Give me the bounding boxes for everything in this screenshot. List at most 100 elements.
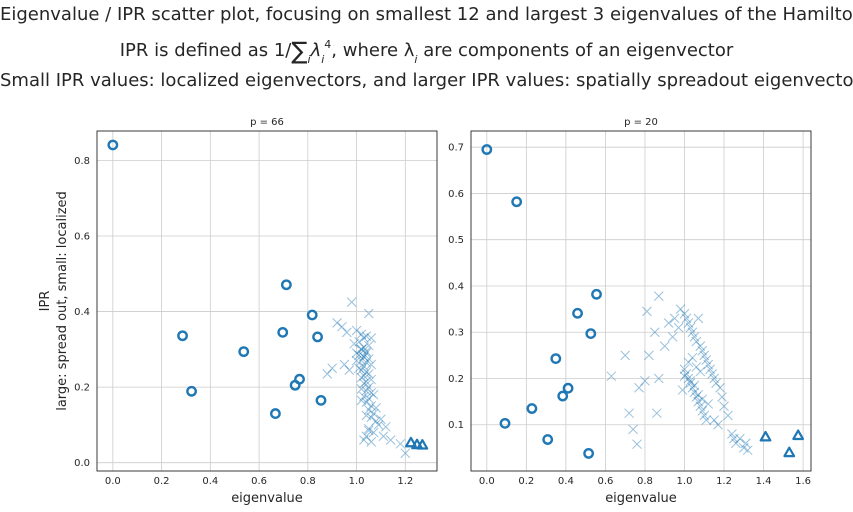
- x-marker-point: [363, 353, 374, 364]
- x-marker-stroke: [356, 344, 367, 355]
- x-marker-stroke: [681, 313, 692, 324]
- x-marker-stroke: [359, 378, 369, 389]
- circle-marker-point: [591, 288, 602, 300]
- x-marker-stroke: [703, 399, 714, 409]
- x-marker-stroke: [363, 369, 374, 379]
- x-marker-stroke: [373, 420, 384, 430]
- x-marker-stroke: [685, 378, 696, 388]
- x-tick-label: 0.6: [597, 476, 613, 487]
- x-marker-point: [363, 382, 374, 392]
- x-marker-stroke: [366, 401, 377, 411]
- x-marker-stroke: [366, 333, 377, 343]
- x-marker-stroke: [356, 395, 367, 406]
- x-marker-stroke: [385, 435, 396, 445]
- x-marker-stroke: [685, 322, 696, 333]
- x-marker-point: [709, 373, 719, 384]
- x-marker-stroke: [644, 350, 654, 361]
- x-marker-point: [354, 363, 364, 374]
- x-marker-stroke: [693, 313, 704, 324]
- x-marker-stroke: [361, 346, 372, 357]
- x-marker-stroke: [363, 393, 374, 404]
- x-marker-point: [366, 359, 377, 370]
- x-marker-point: [719, 401, 729, 412]
- x-marker-stroke: [361, 348, 372, 358]
- x-marker-stroke: [705, 364, 716, 375]
- x-marker-point: [359, 361, 369, 372]
- x-marker-stroke: [356, 355, 367, 366]
- x-marker-stroke: [359, 370, 369, 381]
- x-marker-point: [649, 327, 660, 338]
- x-marker-point: [356, 344, 367, 355]
- x-marker-point: [705, 364, 716, 375]
- x-marker-point: [651, 408, 662, 419]
- x-marker-point: [322, 369, 333, 379]
- title-2-tail: are components of an eigenvector: [417, 40, 734, 61]
- x-marker-point: [385, 435, 396, 445]
- x-marker-point: [723, 410, 733, 421]
- x-marker-stroke: [715, 382, 725, 393]
- x-marker-point: [695, 341, 706, 351]
- x-marker-stroke: [723, 410, 733, 421]
- x-marker-stroke: [689, 380, 700, 391]
- x-marker-stroke: [734, 433, 745, 444]
- x-marker-stroke: [361, 357, 372, 368]
- x-marker-stroke: [729, 433, 739, 444]
- x-marker-stroke: [642, 306, 652, 317]
- x-marker-point: [653, 291, 664, 301]
- x-marker-stroke: [709, 415, 719, 425]
- x-marker-stroke: [691, 336, 702, 347]
- y-tick-label: 0.1: [448, 420, 464, 431]
- x-marker-stroke: [361, 431, 372, 442]
- x-marker-point: [361, 410, 372, 421]
- x-marker-stroke: [697, 394, 708, 405]
- x-marker-point: [679, 364, 690, 375]
- x-marker-point: [363, 423, 374, 434]
- x-marker-point: [632, 439, 642, 450]
- x-marker-stroke: [742, 445, 753, 456]
- triangle-marker-point: [416, 439, 429, 450]
- x-marker-point: [361, 376, 372, 387]
- x-marker-stroke: [697, 394, 708, 405]
- x-marker-stroke: [738, 443, 749, 453]
- x-marker-stroke: [359, 391, 369, 402]
- x-marker-stroke: [368, 427, 379, 438]
- x-marker-point: [663, 318, 674, 328]
- x-marker-stroke: [693, 396, 704, 407]
- x-marker-stroke: [693, 389, 704, 400]
- x-marker-stroke: [356, 384, 367, 394]
- x-marker-point: [359, 378, 369, 389]
- x-marker-stroke: [653, 291, 664, 301]
- x-tick-label: 0.4: [202, 476, 218, 487]
- x-marker-stroke: [644, 350, 654, 361]
- x-marker-stroke: [683, 357, 694, 368]
- x-marker-stroke: [683, 318, 694, 328]
- triangle-marker-point: [783, 446, 796, 458]
- x-marker-point: [699, 350, 710, 361]
- x-marker-point: [354, 336, 364, 347]
- x-marker-stroke: [679, 371, 690, 382]
- x-marker-stroke: [677, 385, 688, 395]
- x-tick-label: 0.8: [637, 476, 653, 487]
- x-marker-stroke: [729, 433, 739, 444]
- x-marker-stroke: [699, 410, 710, 421]
- x-marker-point: [717, 392, 727, 402]
- x-marker-point: [366, 333, 377, 343]
- x-marker-stroke: [354, 363, 364, 374]
- x-marker-stroke: [363, 404, 374, 415]
- x-marker-stroke: [373, 420, 384, 430]
- x-marker-stroke: [356, 344, 367, 355]
- x-marker-point: [359, 352, 369, 362]
- x-tick-label: 0.6: [251, 476, 267, 487]
- x-marker-stroke: [740, 438, 751, 449]
- x-marker-stroke: [337, 321, 347, 332]
- x-tick-label: 1.0: [349, 476, 365, 487]
- x-marker-stroke: [651, 408, 662, 419]
- x-marker-stroke: [640, 375, 650, 386]
- x-marker-point: [687, 382, 698, 393]
- x-marker-stroke: [653, 373, 664, 384]
- x-marker-point: [361, 346, 372, 357]
- x-marker-point: [395, 438, 406, 449]
- x-marker-stroke: [727, 429, 737, 439]
- triangle-marker-point: [759, 430, 772, 442]
